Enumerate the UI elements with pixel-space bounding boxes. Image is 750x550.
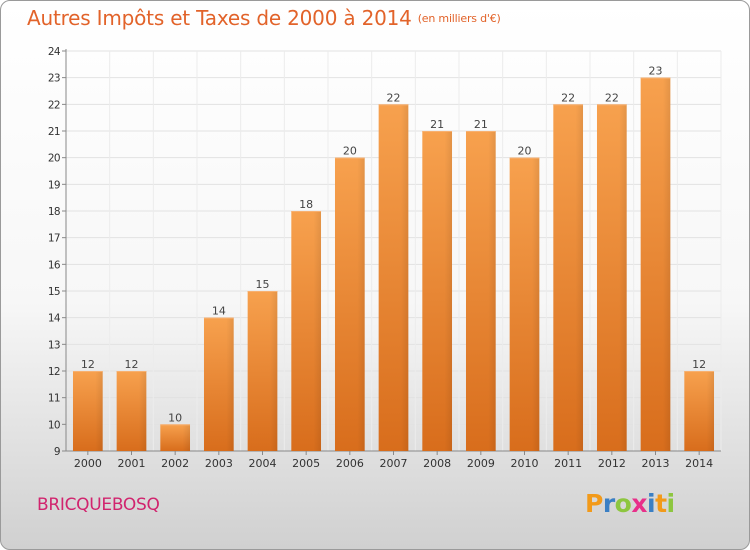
y-tick-label: 12: [48, 366, 60, 378]
x-tick-label: 2001: [118, 457, 146, 470]
x-tick-label: 2002: [161, 457, 189, 470]
x-tick-label: 2013: [642, 457, 670, 470]
y-tick-label: 20: [48, 153, 60, 165]
x-tick-label: 2007: [380, 457, 408, 470]
x-tick-label: 2003: [205, 457, 233, 470]
bar-shade: [531, 157, 540, 451]
bar-shade: [575, 104, 584, 451]
x-tick-label: 2012: [598, 457, 626, 470]
data-label: 14: [212, 305, 226, 318]
data-label: 12: [125, 358, 139, 371]
bar-shade: [400, 104, 409, 451]
bar-shade: [444, 131, 453, 451]
data-label: 21: [430, 118, 444, 131]
chart-subtitle: (en milliers d'€): [417, 12, 501, 25]
x-tick-label: 2006: [336, 457, 364, 470]
y-tick-label: 10: [48, 419, 60, 431]
bars: [72, 77, 715, 452]
data-label: 12: [81, 358, 95, 371]
data-labels: 12 12 10 14 15 18 20 22 21 21 20 22 22 23 12: [81, 65, 706, 425]
y-tick-label: 13: [48, 339, 60, 351]
bar-shade: [138, 371, 147, 451]
y-tick-label: 11: [48, 393, 60, 405]
bar-shade: [706, 371, 715, 451]
chart-title: Autres Impôts et Taxes de 2000 à 2014 (en…: [27, 6, 501, 30]
y-tick-label: 19: [48, 179, 60, 191]
data-label: 12: [692, 358, 706, 371]
commune-name: BRICQUEBOSQ: [37, 495, 160, 515]
bar-shade: [182, 424, 191, 451]
logo-letter: o: [614, 489, 632, 518]
bar-shade: [619, 104, 627, 451]
bar-shade: [357, 157, 365, 451]
x-tick-label: 2011: [554, 457, 582, 470]
y-tick-label: 17: [48, 233, 60, 245]
x-tick-label: 2010: [511, 457, 539, 470]
y-tick-label: 16: [48, 259, 61, 271]
y-tick-label: 9: [54, 446, 60, 458]
y-tick-label: 22: [48, 99, 60, 111]
bar-shade: [313, 211, 322, 451]
logo-letter: i: [647, 489, 656, 518]
y-tick-label: 14: [48, 313, 61, 325]
logo-letter: x: [631, 489, 647, 518]
logo-letter: t: [655, 489, 667, 518]
data-label: 18: [299, 198, 313, 211]
y-tick-label: 21: [48, 126, 60, 138]
logo-letter: P: [585, 489, 603, 518]
bar-shade: [269, 291, 278, 451]
x-tick-label: 2004: [249, 457, 277, 470]
logo-letter: i: [666, 489, 676, 518]
y-tick-label: 15: [48, 286, 60, 298]
data-label: 20: [343, 145, 357, 158]
bar-shade: [662, 77, 671, 452]
data-label: 23: [649, 65, 663, 78]
data-label: 15: [256, 278, 270, 291]
data-label: 22: [605, 91, 619, 104]
y-tick-label: 24: [48, 46, 61, 58]
logo-letter: r: [602, 489, 615, 518]
bar-shade: [488, 131, 496, 451]
y-tick-label: 18: [48, 206, 60, 218]
x-tick-label: 2000: [74, 457, 102, 470]
data-label: 22: [387, 91, 401, 104]
bar-shade: [226, 317, 234, 451]
x-tick-label: 2008: [423, 457, 451, 470]
x-tick-label: 2014: [685, 457, 713, 470]
data-label: 22: [561, 91, 575, 104]
y-tick-label: 23: [48, 73, 60, 85]
chart-title-text: Autres Impôts et Taxes de 2000 à 2014: [27, 6, 412, 30]
bar-shade: [95, 371, 103, 451]
data-label: 20: [518, 145, 532, 158]
data-label: 21: [474, 118, 488, 131]
x-tick-label: 2005: [292, 457, 320, 470]
data-label: 10: [168, 411, 182, 424]
x-tick-label: 2009: [467, 457, 495, 470]
